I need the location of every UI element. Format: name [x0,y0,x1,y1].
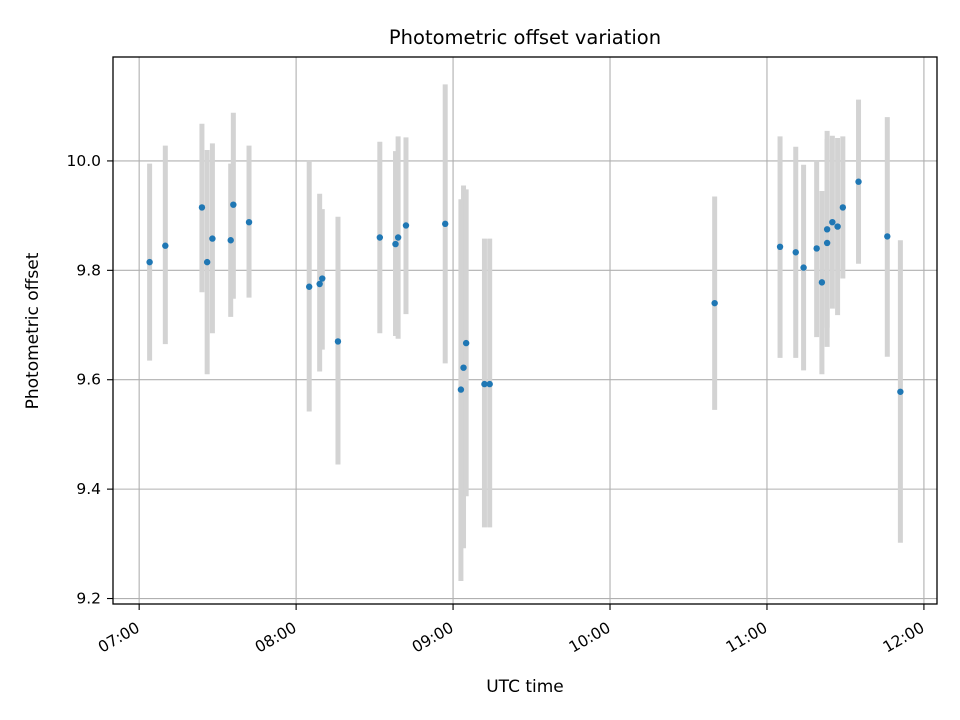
data-point [829,218,836,226]
data-point [209,235,216,242]
data-point [486,380,493,388]
data-point [334,338,342,345]
data-point [839,204,847,211]
data-point [394,234,402,241]
y-tick-label: 9.2 [76,590,101,608]
data-points [146,178,904,395]
data-point [481,380,488,388]
data-point [319,275,326,282]
data-point [316,280,323,288]
data-point [305,283,313,290]
data-point [834,223,841,230]
data-point [792,249,799,256]
data-point [203,258,211,266]
data-point [823,239,831,247]
data-point [230,201,237,208]
y-axis-label: Photometric offset [23,252,43,409]
data-point [402,222,410,229]
data-point [442,220,449,228]
data-point [711,299,718,307]
data-point [376,234,384,241]
y-tick-label: 9.6 [76,371,101,389]
x-axis-label: UTC time [486,677,564,697]
data-point [897,388,904,395]
data-point [245,218,253,226]
y-tick-label: 9.4 [76,480,101,498]
chart-title: Photometric offset variation [389,26,661,49]
data-point [392,240,399,248]
plot-area-frame [112,56,938,605]
data-point [813,245,820,252]
data-point [855,178,862,185]
data-point [818,279,826,286]
y-tick-label: 10.0 [66,152,101,170]
data-point [457,386,465,393]
y-tick-label: 9.8 [76,261,101,279]
data-point [884,233,891,240]
data-point [162,242,169,249]
data-point [776,243,784,251]
data-point [462,339,470,347]
data-point [800,264,807,271]
data-point [146,258,153,266]
data-point [823,226,831,233]
data-point [198,204,206,211]
data-point [227,237,234,244]
data-point [460,364,467,371]
